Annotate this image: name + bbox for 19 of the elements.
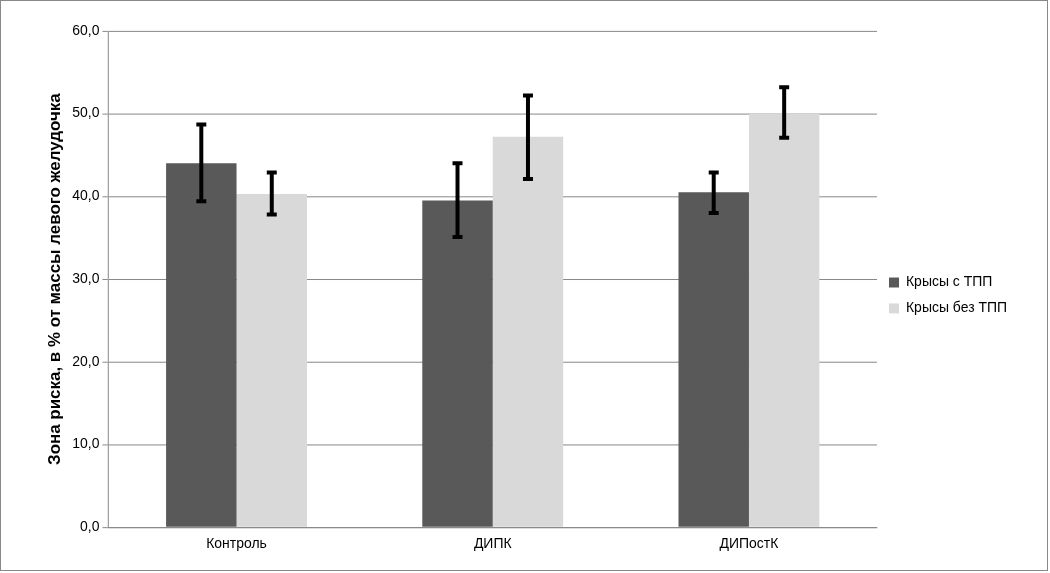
legend-label: Крысы без ТПП [905,299,1008,316]
y-tick-label: 50,0 [72,104,100,121]
x-tick-label: Контроль [206,534,267,551]
bar [492,136,564,527]
bar [678,192,749,527]
y-axis-title: Зона риска, в % от массы левого желудочка [44,92,64,465]
y-tick-label: 20,0 [72,352,100,369]
bar [422,200,493,527]
y-tick-label: 30,0 [72,269,100,286]
x-tick-label: ДИПК [473,534,513,551]
y-tick-label: 0,0 [80,518,100,535]
x-tick-label: ДИПостК [719,534,780,551]
bar [166,163,237,527]
bar [236,193,307,527]
y-tick-label: 10,0 [72,435,100,452]
bar [748,113,820,527]
y-tick-label: 60,0 [72,21,100,38]
legend-label: Крысы с ТПП [905,273,993,290]
y-tick-label: 40,0 [72,187,100,204]
